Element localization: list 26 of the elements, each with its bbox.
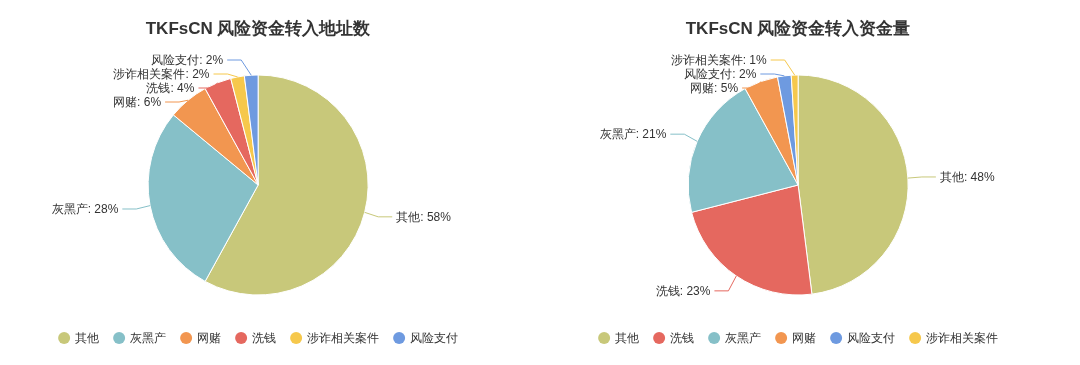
legend-label: 网赌 bbox=[792, 331, 817, 345]
legend-label: 洗钱 bbox=[670, 331, 695, 345]
legend-label: 灰黑产 bbox=[725, 331, 762, 345]
data-label: 涉诈相关案件: 2% bbox=[113, 67, 210, 81]
data-label: 其他: 58% bbox=[396, 209, 452, 224]
legend-label: 其他 bbox=[75, 331, 100, 345]
data-label: 灰黑产: 28% bbox=[51, 201, 119, 216]
legend-label: 灰黑产 bbox=[130, 331, 167, 345]
chart-title: TKFsCN 风险资金转入地址数 bbox=[145, 19, 372, 38]
data-label: 洗钱: 4% bbox=[146, 81, 195, 95]
data-label: 涉诈相关案件: 1% bbox=[670, 53, 767, 67]
chart-title: TKFsCN 风险资金转入资金量 bbox=[685, 19, 911, 38]
data-label: 网赌: 6% bbox=[113, 95, 162, 109]
legend-label: 网赌 bbox=[197, 331, 222, 345]
data-label: 灰黑产: 21% bbox=[599, 127, 667, 142]
legend-label: 洗钱 bbox=[252, 331, 277, 345]
legend-label: 涉诈相关案件 bbox=[926, 331, 999, 345]
data-label: 风险支付: 2% bbox=[151, 53, 224, 67]
legend-label: 风险支付 bbox=[410, 331, 459, 345]
data-label: 网赌: 5% bbox=[690, 81, 739, 95]
data-label: 风险支付: 2% bbox=[684, 67, 757, 81]
legend-label: 涉诈相关案件 bbox=[307, 331, 380, 345]
data-label: 其他: 48% bbox=[939, 169, 995, 184]
legend-label: 其他 bbox=[615, 331, 640, 345]
data-label: 洗钱: 23% bbox=[655, 283, 711, 298]
legend-label: 风险支付 bbox=[847, 331, 896, 345]
